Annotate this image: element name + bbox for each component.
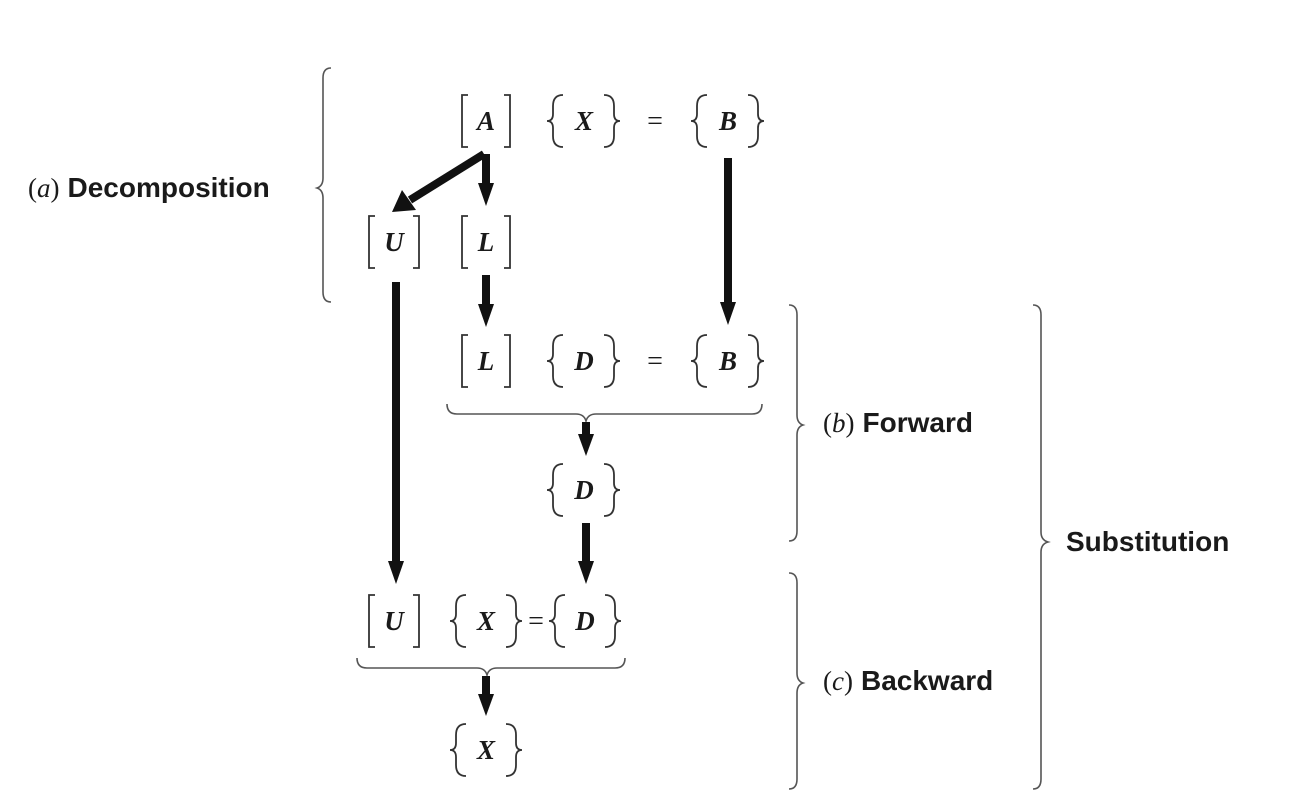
arrow-u-down	[388, 282, 404, 584]
equation-a-x-b: A X = B	[461, 94, 765, 148]
backward-underbrace	[356, 657, 626, 678]
backward-brace	[788, 572, 806, 790]
result-d: D	[546, 463, 621, 517]
forward-underbrace	[446, 403, 763, 424]
forward-brace	[788, 304, 806, 542]
label-backward: (c) Backward	[823, 665, 993, 696]
label-forward: (b) Forward	[823, 407, 973, 438]
svg-text:(a)Decomposition: (a) Decomposition	[28, 172, 270, 203]
equals-sign: =	[647, 106, 663, 137]
vector-d: D	[573, 346, 594, 376]
vector-x: X	[574, 106, 594, 136]
label-decomposition: (a) Decomposition	[28, 172, 270, 203]
vector-x-backward: X	[476, 606, 496, 636]
svg-text:(b)Forward: (b) Forward	[823, 407, 973, 438]
arrow-a-to-u	[392, 150, 487, 212]
result-x: X	[449, 723, 523, 777]
matrix-u: U	[384, 227, 405, 257]
matrix-a: A	[475, 106, 495, 136]
arrow-forward-to-d	[578, 422, 594, 456]
arrow-b-down	[720, 158, 736, 325]
svg-text:(c)Backward: (c) Backward	[823, 665, 993, 696]
equals-sign: =	[528, 606, 544, 637]
arrow-backward-to-x	[478, 676, 494, 716]
matrix-l: L	[477, 227, 495, 257]
vector-b: B	[718, 106, 737, 136]
factors-u-l: U L	[368, 215, 511, 269]
equation-u-x-d: U X = D	[368, 594, 622, 648]
vector-b-forward: B	[718, 346, 737, 376]
matrix-l-forward: L	[477, 346, 495, 376]
arrow-a-to-l	[478, 154, 494, 206]
label-substitution: Substitution	[1066, 526, 1229, 557]
decomposition-brace	[314, 67, 332, 303]
substitution-brace	[1032, 304, 1051, 790]
arrow-d-down	[578, 523, 594, 584]
equals-sign: =	[647, 346, 663, 377]
vector-d-backward: D	[574, 606, 595, 636]
vector-d-result: D	[573, 475, 594, 505]
vector-x-result: X	[476, 735, 496, 765]
arrow-l-down	[478, 275, 494, 327]
matrix-u-backward: U	[384, 606, 405, 636]
equation-l-d-b: L D = B	[461, 334, 765, 388]
